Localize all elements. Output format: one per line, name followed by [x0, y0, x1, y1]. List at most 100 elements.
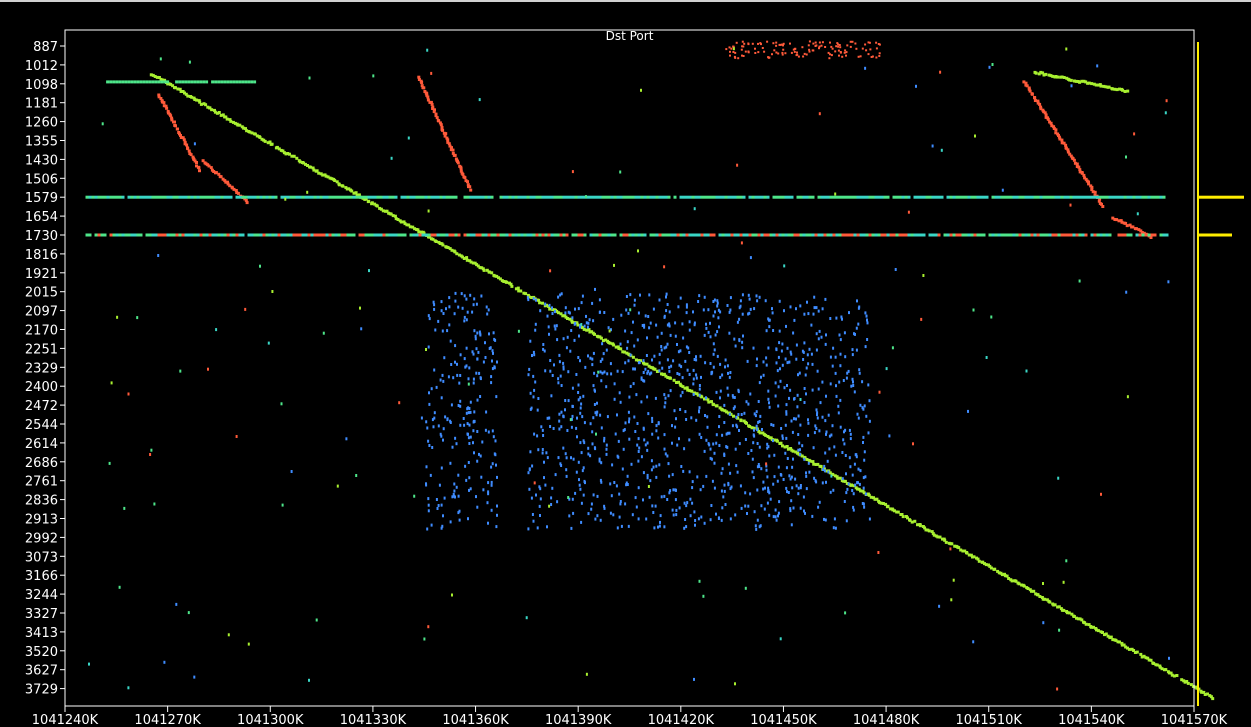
reverse-scan-point	[1128, 223, 1132, 227]
main-scan-point	[551, 308, 555, 312]
port-band-point	[400, 195, 404, 199]
cluster-point	[688, 328, 691, 332]
cluster-point	[578, 483, 581, 487]
cluster-point	[621, 370, 624, 374]
cluster-point	[590, 507, 593, 511]
cluster-point	[785, 410, 788, 414]
port-band-point	[529, 195, 533, 199]
cluster-point	[457, 404, 460, 407]
cluster-point	[659, 520, 661, 524]
cluster-point	[841, 451, 844, 454]
reverse-scan-point	[1060, 141, 1064, 145]
cluster-point	[553, 363, 555, 367]
cluster-point	[688, 438, 691, 442]
cluster-point	[457, 511, 460, 515]
cluster-point	[692, 382, 695, 386]
port-band-point	[181, 195, 185, 199]
main-scan-point	[488, 270, 492, 274]
top-cluster-point	[868, 41, 871, 44]
reverse-scan-point	[1044, 113, 1048, 117]
cluster-point	[600, 461, 603, 465]
cluster-point	[777, 385, 780, 389]
cluster-point	[795, 357, 798, 361]
main-scan-point	[453, 250, 457, 254]
port-band-point	[817, 195, 821, 199]
cluster-point	[580, 402, 583, 406]
noise-point	[247, 642, 250, 646]
cluster-point	[785, 324, 787, 328]
noise-point	[315, 618, 318, 622]
main-scan-point	[587, 328, 591, 332]
port-band-point	[364, 195, 368, 199]
main-scan-point	[471, 261, 475, 265]
port-band-point	[517, 233, 521, 237]
reverse-scan-top-point	[1111, 87, 1115, 91]
port-band-point	[256, 233, 260, 237]
reverse-scan-point	[1062, 141, 1066, 145]
main-scan-point	[1092, 625, 1095, 629]
main-scan-point	[752, 426, 756, 430]
cluster-point	[830, 433, 833, 437]
main-scan-point	[1208, 694, 1212, 698]
y-tick-label: 3729	[25, 683, 58, 698]
top-cluster-point	[751, 42, 754, 45]
cluster-point	[795, 343, 798, 347]
cluster-point	[591, 442, 594, 446]
cluster-point	[557, 456, 560, 460]
cluster-point	[562, 414, 565, 418]
port-band-point	[643, 195, 647, 199]
cluster-point	[426, 426, 429, 430]
top-cluster-point	[734, 51, 737, 54]
main-scan-point	[893, 509, 896, 513]
main-scan-point	[1000, 573, 1004, 577]
port-band-point	[313, 233, 317, 237]
main-scan-point	[1017, 582, 1021, 586]
port-band-point	[643, 233, 647, 237]
cluster-point	[866, 321, 869, 325]
y-tick-label: 887	[33, 40, 58, 55]
cluster-point	[786, 490, 788, 494]
cluster-point	[530, 496, 533, 500]
port-band-point	[925, 195, 929, 199]
cluster-point	[479, 333, 482, 337]
cluster-point	[807, 433, 810, 437]
cluster-point	[445, 307, 447, 311]
cluster-point	[458, 509, 461, 513]
port-band-point	[112, 195, 116, 199]
cluster-point	[666, 454, 669, 458]
noise-point	[478, 98, 481, 102]
top-cluster-point	[763, 50, 766, 53]
main-scan-point	[461, 255, 465, 259]
port-band-point	[796, 195, 800, 199]
main-scan-point	[913, 519, 917, 523]
cluster-point	[589, 356, 592, 360]
port-band-point	[694, 233, 698, 237]
cluster-point	[646, 336, 648, 340]
x-tick-label: 1041420K	[648, 713, 715, 727]
cluster-point	[439, 378, 442, 382]
cluster-point	[630, 331, 633, 335]
port-band-point	[1117, 195, 1121, 199]
main-scan-point	[206, 105, 210, 109]
main-scan-point	[766, 435, 770, 438]
port-band-point	[127, 195, 131, 199]
port-band-point	[931, 195, 935, 199]
cluster-point	[651, 432, 654, 436]
port-band-point	[292, 233, 296, 237]
cluster-point	[782, 478, 785, 481]
main-scan-point	[1122, 643, 1126, 647]
cluster-point	[660, 331, 663, 335]
main-scan-point	[773, 438, 777, 442]
reverse-scan-point	[1120, 220, 1124, 224]
cluster-point	[705, 474, 708, 478]
port-band-point	[685, 195, 689, 199]
noise-point	[150, 448, 153, 452]
port-band-point	[808, 233, 812, 237]
cluster-point	[804, 373, 807, 377]
cluster-point	[558, 412, 561, 416]
cluster-point	[709, 335, 712, 339]
noise-point	[153, 502, 156, 506]
cluster-point	[715, 441, 718, 445]
reverse-scan-point	[430, 102, 434, 106]
cluster-point	[749, 307, 752, 311]
